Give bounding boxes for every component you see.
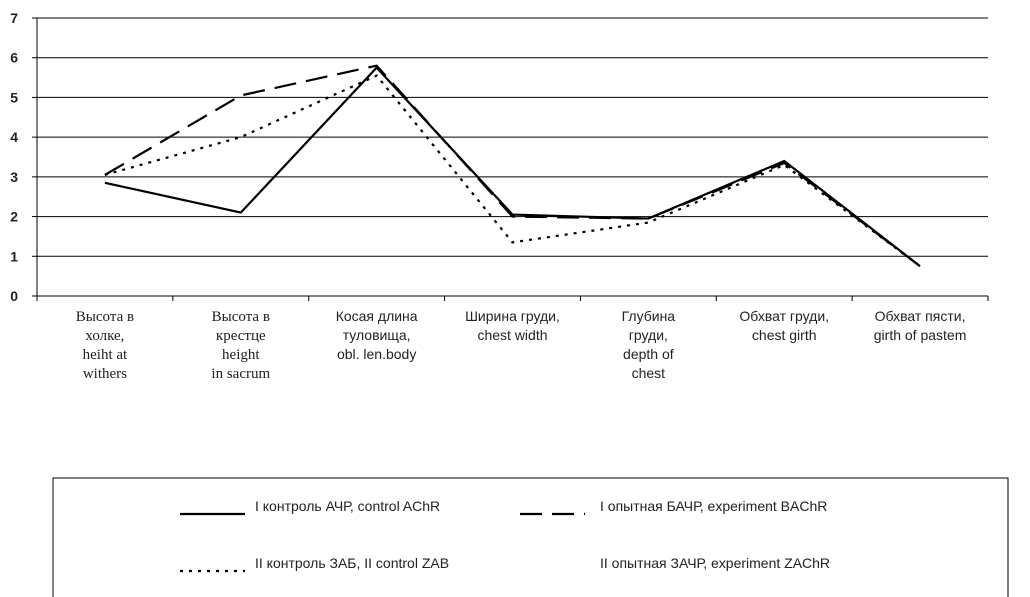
y-tick-label: 6	[10, 50, 18, 66]
y-tick-label: 2	[10, 209, 18, 225]
y-tick-label: 1	[10, 248, 18, 264]
series-line	[104, 66, 921, 268]
x-tick-label: Ширина груди, chest width	[465, 308, 560, 343]
x-tick-label: Глубина груди, depth of chest	[622, 308, 676, 381]
y-tick-label: 4	[10, 129, 18, 145]
y-tick-label: 0	[10, 288, 18, 304]
legend-label: II опытная ЗАЧР, experiment ZAChR	[600, 555, 830, 571]
y-tick-label: 3	[10, 169, 18, 185]
series-line	[104, 64, 921, 268]
x-tick-label: Косая длина туловища, obl. len.body	[336, 308, 418, 362]
legend-box	[52, 477, 1009, 597]
x-tick-label: Обхват груди, chest girth	[739, 308, 829, 343]
series-line	[104, 74, 921, 268]
legend-label: I контроль АЧР, control AChR	[255, 498, 440, 514]
legend-label: II контроль ЗАБ, II control ZAB	[255, 555, 449, 571]
y-tick-label: 7	[10, 10, 18, 26]
x-tick-label: Высота в холке, heiht at withers	[76, 309, 134, 382]
x-tick-label: Обхват пясти, girth of pastem	[874, 308, 967, 343]
y-tick-label: 5	[10, 89, 18, 105]
legend-label: I опытная БАЧР, experiment BAChR	[600, 498, 827, 514]
x-tick-label: Высота в крестце height in sacrum	[211, 309, 270, 382]
